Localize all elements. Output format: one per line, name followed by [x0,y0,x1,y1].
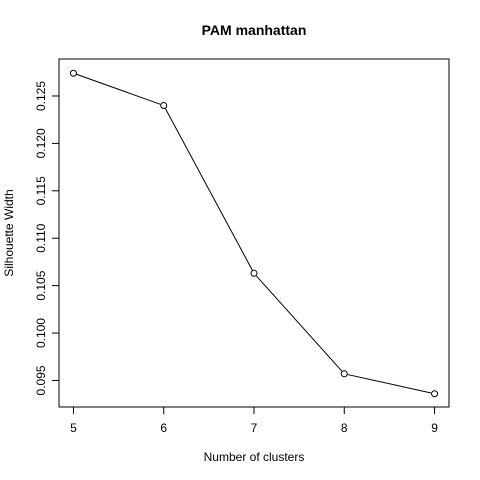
series-layer [69,69,439,398]
series-line-segment [347,374,432,394]
y-tick-label: 0.105 [34,270,48,300]
y-tick-label: 0.100 [34,318,48,348]
x-tick-label: 6 [160,421,167,435]
data-point [340,370,348,378]
series-line-segment [255,275,343,372]
x-tick-label: 7 [251,421,258,435]
chart-title: PAM manhattan [202,22,307,38]
y-tick-label: 0.125 [34,81,48,111]
y-axis-label: Silhouette Width [2,189,16,276]
x-tick-label: 5 [70,421,77,435]
y-tick-label: 0.115 [34,176,48,205]
x-axis: 5 6 7 8 9 [70,406,438,435]
y-tick-label: 0.120 [34,128,48,158]
data-point [160,101,168,109]
data-point [250,269,258,277]
y-tick-label: 0.095 [34,365,48,395]
x-axis-label: Number of clusters [204,450,305,464]
y-axis: 0.095 0.100 0.105 0.110 0.115 0.120 0.125 [34,81,60,395]
series-line-segment [164,108,253,271]
plot-frame [58,58,450,408]
data-point [69,69,77,77]
x-tick-label: 8 [341,421,348,435]
y-tick-label: 0.110 [34,223,48,252]
data-point [431,390,439,398]
series-line-segment [76,73,161,105]
x-tick-label: 9 [431,421,438,435]
